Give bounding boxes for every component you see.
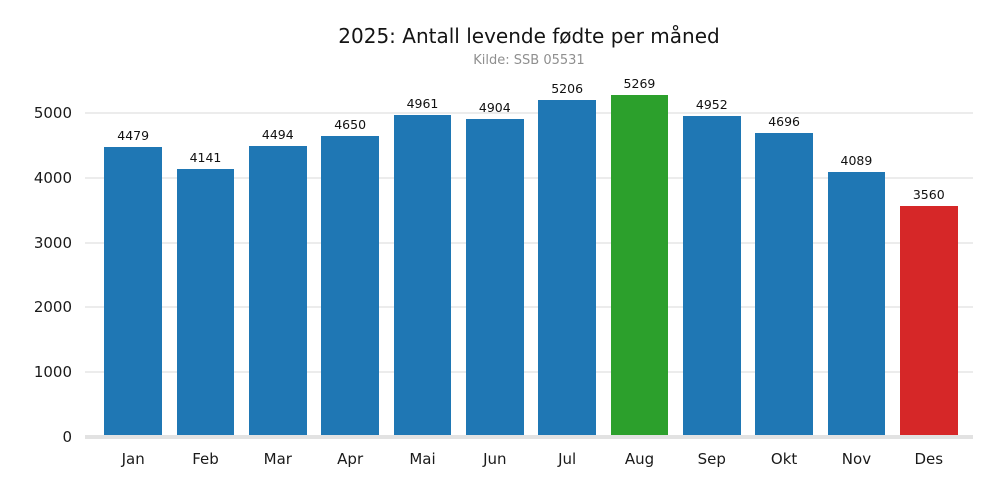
bar-value-label: 5269 xyxy=(623,76,656,92)
bar-value-label: 4089 xyxy=(840,152,873,168)
bar-feb: 4141 xyxy=(176,150,235,437)
x-tick-label: Mai xyxy=(409,450,436,468)
y-tick-label: 4000 xyxy=(33,168,72,187)
bar-value-label: 5206 xyxy=(551,80,584,96)
bar-slot: 5206 xyxy=(531,81,603,437)
grid-layer xyxy=(85,85,973,437)
bar-slot: 4952 xyxy=(676,85,748,437)
x-tick-label: Feb xyxy=(192,450,219,468)
gridline xyxy=(85,241,973,244)
bar-slot: 4089 xyxy=(820,85,892,437)
bar-value-label: 4952 xyxy=(695,97,728,112)
x-tick-label: Nov xyxy=(841,450,872,468)
bar-slot: 4961 xyxy=(386,85,458,437)
x-tick-label: Sep xyxy=(697,450,726,468)
bar-slot: 4479 xyxy=(97,85,169,437)
bar-des: 3560 xyxy=(899,187,958,437)
chart-subtitle: Kilde: SSB 05531 xyxy=(473,53,585,68)
x-tick-label: Des xyxy=(914,450,944,468)
x-tick-label: Mar xyxy=(263,450,292,468)
gridline xyxy=(85,306,973,309)
gridline xyxy=(85,176,973,179)
bar-jan: 4479 xyxy=(104,128,163,437)
y-tick-label: 2000 xyxy=(33,298,72,317)
chart-title: 2025: Antall levende fødte per måned xyxy=(338,24,720,48)
bar-nov: 4089 xyxy=(827,153,886,437)
y-tick-label: 5000 xyxy=(33,103,72,122)
gridline xyxy=(85,371,973,374)
bar-apr: 4650 xyxy=(321,117,380,437)
bar-value-label: 4650 xyxy=(334,116,367,132)
bar-slot: 4141 xyxy=(169,85,241,437)
bar-slot: 4696 xyxy=(748,85,820,437)
bar-value-label: 4141 xyxy=(189,149,222,165)
bar-value-label: 4479 xyxy=(117,127,150,143)
bar-aug: 5269 xyxy=(610,76,669,437)
x-tick-label: Apr xyxy=(337,450,364,468)
x-tick-label: Okt xyxy=(770,450,798,468)
x-axis-baseline xyxy=(85,435,973,439)
bar-value-label: 3560 xyxy=(912,187,945,203)
y-axis-tick-labels: 0 1000 2000 3000 4000 5000 xyxy=(0,85,72,446)
bar-mai: 4961 xyxy=(393,96,452,437)
bar-jun: 4904 xyxy=(465,100,524,437)
bar-okt: 4696 xyxy=(755,114,814,437)
bar-value-label: 4904 xyxy=(478,100,511,116)
x-axis-tick-labels: Jan Feb Mar Apr Mai Jun Jul Aug Sep Okt Nov Des xyxy=(97,450,965,468)
y-tick-label: 0 xyxy=(62,428,72,446)
x-tick-label: Jan xyxy=(121,450,145,468)
x-tick-label: Aug xyxy=(624,450,655,468)
bar-sep: 4952 xyxy=(682,97,741,437)
bar-slot: 4494 xyxy=(242,85,314,437)
bar-jul: 5206 xyxy=(538,81,597,437)
bar-slot: 4650 xyxy=(314,85,386,437)
bar-value-label: 4696 xyxy=(768,113,801,129)
x-tick-label: Jun xyxy=(483,450,507,468)
bar-mar: 4494 xyxy=(248,127,307,437)
bar-slot: 4904 xyxy=(459,85,531,437)
bar-slot: 3560 xyxy=(893,85,965,437)
bar-value-label: 4494 xyxy=(261,126,294,142)
bar-slot: 5269 xyxy=(603,76,675,437)
y-tick-label: 1000 xyxy=(33,363,72,382)
x-tick-label: Jul xyxy=(558,450,577,468)
gridline xyxy=(85,111,973,114)
y-tick-label: 3000 xyxy=(33,233,72,252)
bars-layer: 4479 4141 4494 4650 4961 4904 5206 5269 4952 4696… xyxy=(97,76,965,437)
bar-value-label: 4961 xyxy=(406,96,439,112)
